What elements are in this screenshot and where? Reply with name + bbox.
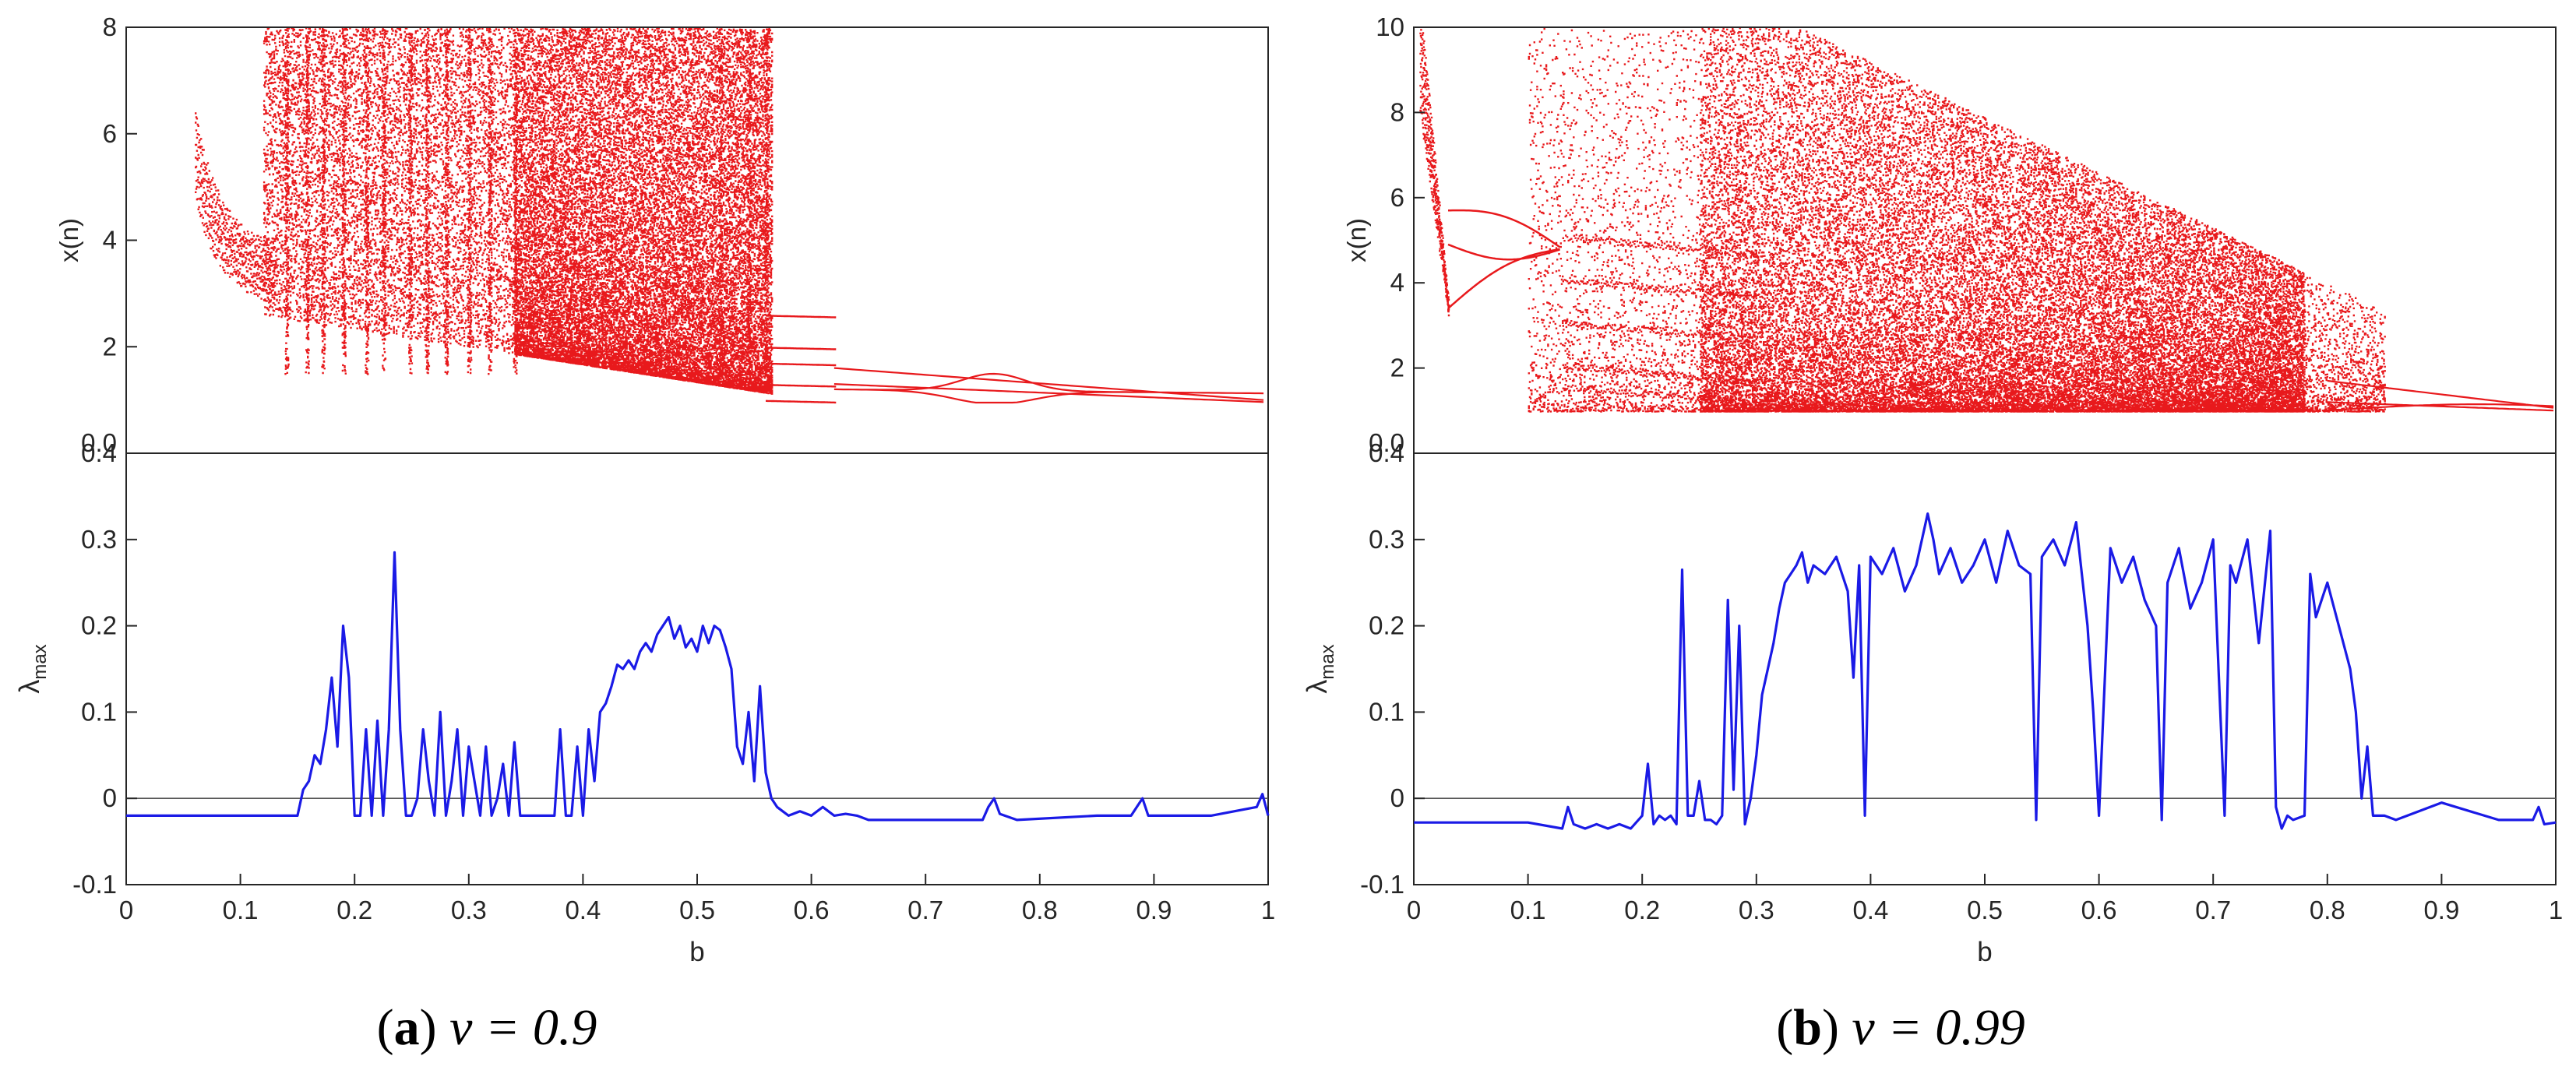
top-ytick-label: 8 (1390, 97, 1404, 126)
bottom-ytick-label: -0.1 (1360, 870, 1404, 899)
xtick-label: 0 (119, 896, 133, 924)
xtick-label: 0.3 (1739, 896, 1774, 924)
bottom-ytick-label: 0.3 (81, 525, 117, 554)
xtick-label: 0.1 (1510, 896, 1546, 924)
xtick-label: 0.6 (2081, 896, 2117, 924)
top-ylabel: x(n) (55, 218, 83, 262)
top-ytick-label: 2 (1390, 354, 1404, 382)
ylabel-lambda: λ (13, 680, 45, 694)
xtick-label: 0.2 (1624, 896, 1660, 924)
bottom-ytick-label: 0.2 (81, 611, 117, 640)
xtick-label: 0.7 (907, 896, 943, 924)
caption-a-label: a (393, 999, 420, 1056)
bottom-ylabel: λmax (13, 644, 51, 693)
bottom-ytick-label: 0 (103, 783, 117, 812)
top-ylabel: x(n) (1342, 218, 1371, 262)
xtick-label: 0.4 (1852, 896, 1888, 924)
top-ytick-label: 10 (1376, 12, 1404, 41)
bottom-ytick-label: -0.1 (72, 870, 117, 899)
bifurcation-points (1419, 27, 2386, 413)
ylabel-lambda: λ (1301, 680, 1333, 694)
ylabel-subscript: max (1317, 644, 1338, 679)
lyapunov-series-line (126, 551, 1270, 822)
xtick-label: 0.9 (1136, 896, 1172, 924)
top-ytick-label: 6 (1390, 183, 1404, 212)
xlabel: b (689, 937, 704, 967)
bottom-ytick-label: 0.3 (1369, 525, 1404, 554)
xtick-label: 0.1 (223, 896, 259, 924)
bottom-axes-frame (125, 452, 1269, 885)
top-ytick-label: 2 (103, 332, 117, 361)
bottom-ytick-label: 0.4 (1369, 438, 1404, 467)
xtick-label: 0.8 (2310, 896, 2345, 924)
caption-a: (a) v = 0.9 (376, 999, 597, 1056)
bifurcation-loops (1447, 209, 1561, 309)
xtick-label: 0.4 (565, 896, 601, 924)
xtick-label: 0.5 (679, 896, 715, 924)
xtick-label: 0.6 (794, 896, 830, 924)
xtick-label: 1 (1261, 896, 1275, 924)
top-ytick-label: 4 (1390, 268, 1404, 297)
top-ytick-label: 0.0 (1369, 428, 1404, 457)
bifurcation-points (195, 27, 837, 404)
caption-b: (b) v = 0.99 (1776, 999, 2025, 1056)
xtick-label: 0.3 (451, 896, 487, 924)
xtick-label: 1 (2549, 896, 2563, 924)
bifurcation-tail (833, 367, 1264, 404)
top-ytick-label: 0.0 (81, 428, 117, 457)
bifurcation-plot: 0.0 2 4 6 8 10 x(n) (1342, 12, 2557, 457)
xlabel: b (1977, 937, 1992, 967)
bifurcation-plot: 0.0 2 4 6 8 x(n) (55, 12, 1269, 457)
lyapunov-plot: -0.100.10.20.30.40 0.1 0.2 0.3 0.4 0.5 0.6 0.7 0… (13, 438, 1275, 967)
bottom-ytick-label: 0.1 (81, 697, 117, 726)
caption-b-param: v = 0.99 (1852, 999, 2025, 1056)
top-ytick-label: 8 (103, 12, 117, 41)
caption-b-label: b (1793, 999, 1822, 1056)
xtick-label: 0 (1407, 896, 1421, 924)
bottom-axes-frame (1413, 452, 2557, 885)
bottom-ytick-label: 0.1 (1369, 697, 1404, 726)
xtick-label: 0.2 (337, 896, 372, 924)
ylabel-subscript: max (30, 644, 51, 679)
bottom-ytick-label: 0.2 (1369, 611, 1404, 640)
xtick-label: 0.8 (1022, 896, 1058, 924)
top-ytick-label: 4 (103, 226, 117, 255)
bottom-ytick-label: 0 (1390, 783, 1404, 812)
lyapunov-plot: -0.100.10.20.30.40 0.1 0.2 0.3 0.4 0.5 0.6 0.7 0… (1301, 438, 2563, 967)
xtick-label: 0.5 (1967, 896, 2003, 924)
caption-a-param: v = 0.9 (449, 999, 597, 1056)
top-ytick-label: 6 (103, 119, 117, 148)
bottom-ytick-label: 0.4 (81, 438, 117, 467)
xtick-label: 0.9 (2423, 896, 2459, 924)
xtick-label: 0.7 (2195, 896, 2231, 924)
lyapunov-series-line (1414, 512, 2557, 830)
bottom-ylabel: λmax (1301, 644, 1338, 693)
